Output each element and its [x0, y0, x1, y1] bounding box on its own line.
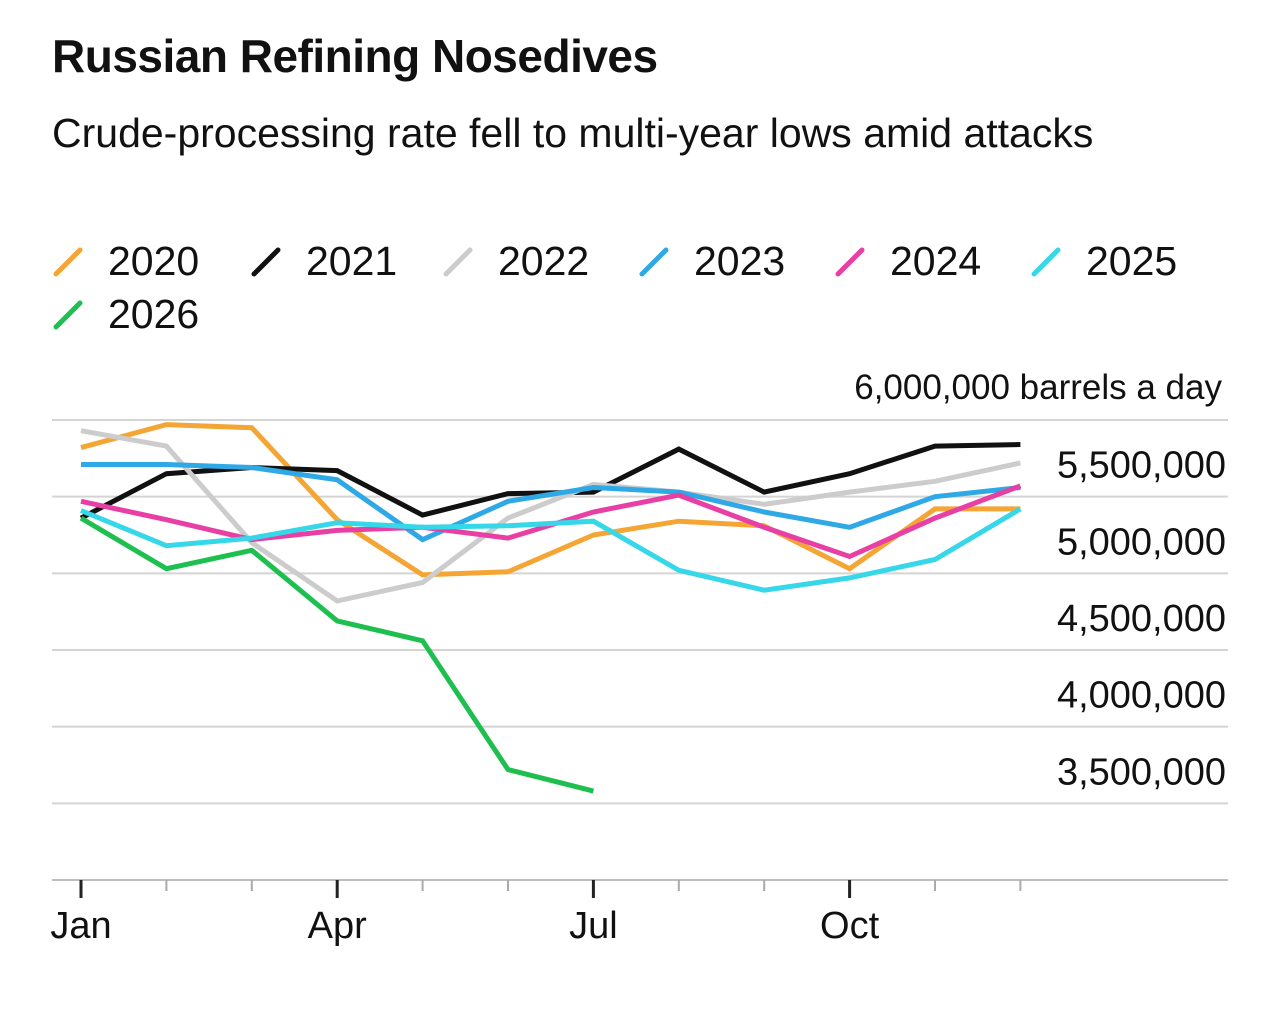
legend-label: 2026 — [108, 291, 200, 337]
y-tick-label: 3,500,000 — [1057, 751, 1226, 793]
chart-subtitle: Crude-processing rate fell to multi-year… — [52, 110, 1094, 156]
y-tick-label: 4,500,000 — [1057, 598, 1226, 640]
x-tick-label: Apr — [308, 905, 367, 947]
legend-label: 2025 — [1086, 238, 1178, 284]
legend-swatch — [251, 247, 281, 277]
y-unit-label: 6,000,000 barrels a day — [854, 368, 1222, 407]
legend-label: 2021 — [306, 238, 398, 284]
x-tick-label: Oct — [820, 905, 880, 947]
chart-title: Russian Refining Nosedives — [52, 30, 658, 82]
series-line-2020 — [80, 422, 1021, 578]
legend-swatch — [53, 247, 83, 277]
x-tick-label: Jan — [50, 905, 111, 947]
legend-label: 2022 — [498, 238, 590, 284]
legend-item-2023: 2023 — [638, 236, 785, 286]
legend-label: 2020 — [108, 238, 200, 284]
x-tick-label: Jul — [569, 905, 618, 947]
legend-item-2021: 2021 — [250, 236, 397, 286]
legend-item-2020: 2020 — [52, 236, 199, 286]
legend-item-2026: 2026 — [52, 289, 199, 339]
legend-label: 2024 — [890, 238, 982, 284]
series-line-2023 — [81, 462, 1021, 543]
y-tick-label: 4,000,000 — [1057, 675, 1226, 717]
series-line-2022 — [80, 428, 1021, 604]
y-tick-label: 5,500,000 — [1057, 445, 1226, 487]
legend-swatch — [639, 247, 669, 277]
series-line-2025 — [80, 506, 1022, 593]
legend-swatch — [835, 247, 865, 277]
series-line-2026 — [79, 515, 595, 794]
legend-swatch — [1031, 247, 1061, 277]
legend-label: 2023 — [694, 238, 786, 284]
legend-swatch — [53, 300, 83, 330]
legend-item-2024: 2024 — [834, 236, 981, 286]
legend-item-2025: 2025 — [1030, 236, 1177, 286]
legend-swatch — [443, 247, 473, 277]
legend-item-2022: 2022 — [442, 236, 589, 286]
line-chart: 6,000,000 barrels a day 5,500,000 5,000,00… — [50, 368, 1228, 947]
y-tick-label: 5,000,000 — [1057, 521, 1226, 563]
